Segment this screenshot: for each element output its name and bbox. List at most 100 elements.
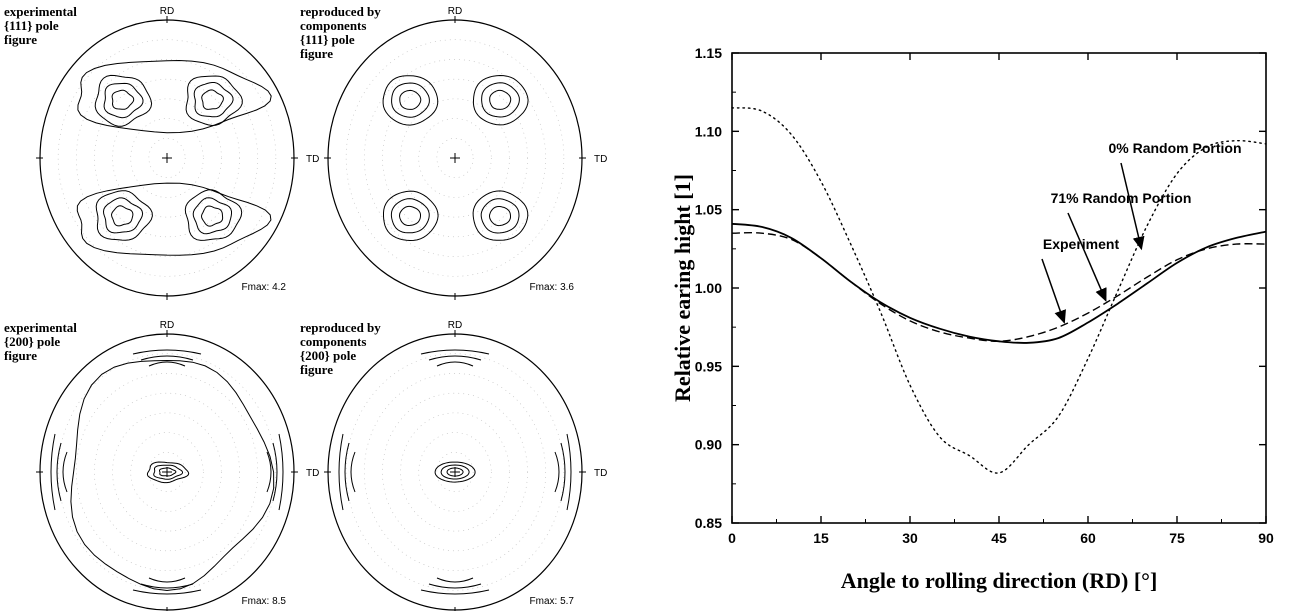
rd-label: RD xyxy=(160,6,174,17)
pole-figure-caption-line: figure xyxy=(4,348,37,363)
texture-contour xyxy=(184,189,243,241)
pole-figure-caption-line: {111} pole xyxy=(4,18,59,33)
annotation-label: 71% Random Portion xyxy=(1051,190,1192,206)
pole-figure-caption-line: {200} pole xyxy=(300,348,356,363)
pole-figure-caption-line: experimental xyxy=(4,320,77,335)
rd-label: RD xyxy=(448,6,462,17)
pole-grid-ring xyxy=(436,137,474,179)
texture-contour xyxy=(272,442,278,502)
fmax-label: Fmax: 8.5 xyxy=(242,596,287,607)
texture-contour xyxy=(132,589,202,595)
pole-figure-caption-line: reproduced by xyxy=(300,4,381,19)
texture-contour xyxy=(110,205,134,227)
texture-contour xyxy=(391,82,430,118)
annotation-label: 0% Random Portion xyxy=(1108,140,1241,156)
texture-contour xyxy=(382,75,439,126)
pole-grid-ring xyxy=(363,59,547,257)
texture-contour xyxy=(481,82,520,118)
center-cross xyxy=(450,467,460,477)
y-axis-title: Relative earing hight [1] xyxy=(670,174,695,402)
annotation-arrow xyxy=(1041,258,1066,324)
annotation-label: Experiment xyxy=(1043,236,1120,252)
pole-grid-ring xyxy=(418,432,492,512)
texture-contour xyxy=(472,74,529,126)
x-tick-label: 45 xyxy=(991,530,1007,546)
texture-contour xyxy=(159,467,177,477)
texture-contour xyxy=(428,583,482,589)
td-label: TD xyxy=(594,154,607,165)
y-tick-label: 0.95 xyxy=(695,358,722,374)
x-tick-label: 60 xyxy=(1080,530,1096,546)
texture-contour xyxy=(434,461,476,483)
series-layer xyxy=(731,107,1267,474)
pole-grid-ring xyxy=(57,353,277,591)
annotation-arrow xyxy=(1120,162,1145,251)
pole-grid-ring xyxy=(75,373,259,571)
texture-contour xyxy=(428,355,482,361)
pole-grid-ring xyxy=(112,98,222,218)
y-tick-label: 0.90 xyxy=(695,437,722,453)
texture-contour xyxy=(554,451,560,493)
pole-figure-caption-line: components xyxy=(300,334,366,349)
pole-figure-caption-line: {111} pole xyxy=(300,32,355,47)
center-cross xyxy=(162,467,172,477)
pole-grid-ring xyxy=(148,137,186,179)
texture-contour xyxy=(200,205,224,227)
texture-contour xyxy=(94,74,153,127)
x-axis-ticks: 0 15 30 45 60 75 90 xyxy=(728,53,1274,546)
texture-contour xyxy=(446,467,464,477)
pole-figure-caption-line: figure xyxy=(300,362,333,377)
pole-grid-ring xyxy=(382,392,528,552)
annotation-arrow xyxy=(1067,212,1107,302)
x-tick-label: 30 xyxy=(902,530,918,546)
pole-grid-ring xyxy=(436,451,474,493)
texture-contour xyxy=(153,464,183,480)
texture-contour xyxy=(192,197,232,235)
series-line-71-random-portion xyxy=(731,232,1267,343)
y-tick-label: 1.10 xyxy=(695,123,722,139)
texture-contour xyxy=(132,349,202,355)
texture-contour xyxy=(420,349,490,355)
center-cross xyxy=(450,153,460,163)
texture-contour xyxy=(102,197,144,234)
pole-figure-caption-line: experimental xyxy=(4,4,77,19)
texture-contour xyxy=(70,359,275,592)
texture-contour xyxy=(148,361,186,367)
texture-contour xyxy=(560,442,566,502)
texture-contour xyxy=(383,190,439,242)
texture-contour xyxy=(278,433,284,511)
pole-grid-ring xyxy=(112,412,222,532)
texture-contour xyxy=(480,198,520,234)
rd-label: RD xyxy=(160,320,174,331)
texture-contour xyxy=(95,190,153,241)
annotation-layer: 0% Random Portion 71% Random Portion Exper… xyxy=(1041,140,1242,324)
texture-contour xyxy=(193,82,234,118)
texture-contour xyxy=(399,89,422,110)
pole-grid-ring xyxy=(345,353,565,591)
texture-contour xyxy=(420,589,490,595)
pole-grid-ring xyxy=(418,118,492,198)
y-tick-label: 1.15 xyxy=(695,45,722,61)
texture-contour xyxy=(140,355,194,361)
rd-label: RD xyxy=(448,320,462,331)
pole-grid-ring xyxy=(130,432,204,512)
texture-contour xyxy=(76,182,272,256)
pole-figure-caption-line: figure xyxy=(300,46,333,61)
plot-frame xyxy=(731,52,1267,524)
center-cross xyxy=(162,153,172,163)
x-tick-label: 15 xyxy=(813,530,829,546)
texture-contour xyxy=(390,198,430,234)
fmax-label: Fmax: 4.2 xyxy=(242,282,287,293)
texture-contour xyxy=(436,577,474,583)
pole-grid-ring xyxy=(382,78,528,238)
x-tick-label: 0 xyxy=(728,530,736,546)
td-label: TD xyxy=(306,468,319,479)
y-tick-label: 0.85 xyxy=(695,515,722,531)
pole-grid-ring xyxy=(400,412,510,532)
fmax-label: Fmax: 3.6 xyxy=(530,282,575,293)
